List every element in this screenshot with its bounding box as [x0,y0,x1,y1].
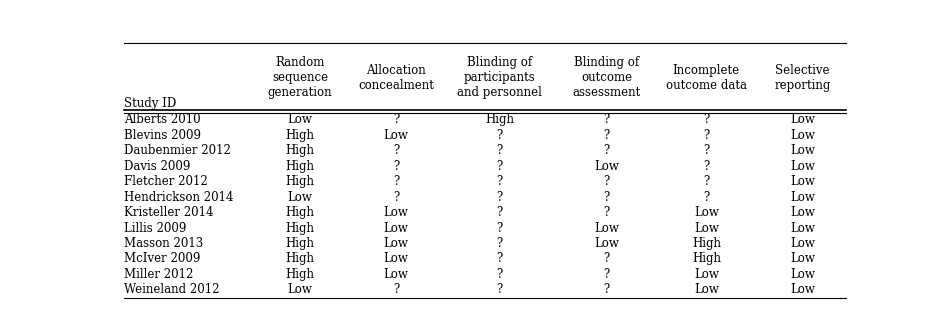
Text: Low: Low [790,237,815,250]
Text: Low: Low [790,206,815,219]
Text: ?: ? [496,221,503,234]
Text: Fletcher 2012: Fletcher 2012 [124,175,208,188]
Text: Low: Low [790,160,815,173]
Text: Low: Low [790,144,815,157]
Text: Low: Low [790,283,815,296]
Text: ?: ? [604,206,609,219]
Text: Low: Low [790,221,815,234]
Text: Weineland 2012: Weineland 2012 [124,283,220,296]
Text: High: High [285,206,314,219]
Text: Low: Low [287,113,313,126]
Text: Low: Low [790,113,815,126]
Text: High: High [692,237,721,250]
Text: ?: ? [703,175,709,188]
Text: Low: Low [384,129,409,142]
Text: ?: ? [703,129,709,142]
Text: Blevins 2009: Blevins 2009 [124,129,201,142]
Text: ?: ? [496,144,503,157]
Text: ?: ? [604,144,609,157]
Text: Random
sequence
generation: Random sequence generation [268,56,332,99]
Text: Masson 2013: Masson 2013 [124,237,203,250]
Text: High: High [285,252,314,265]
Text: Selective
reporting: Selective reporting [774,63,830,92]
Text: ?: ? [393,113,400,126]
Text: Davis 2009: Davis 2009 [124,160,191,173]
Text: ?: ? [604,129,609,142]
Text: Miller 2012: Miller 2012 [124,268,194,281]
Text: ?: ? [496,283,503,296]
Text: Alberts 2010: Alberts 2010 [124,113,201,126]
Text: ?: ? [604,252,609,265]
Text: High: High [692,252,721,265]
Text: Low: Low [594,237,619,250]
Text: Low: Low [594,160,619,173]
Text: ?: ? [496,268,503,281]
Text: ?: ? [604,175,609,188]
Text: ?: ? [604,283,609,296]
Text: High: High [285,144,314,157]
Text: ?: ? [496,190,503,204]
Text: Low: Low [594,221,619,234]
Text: ?: ? [604,268,609,281]
Text: Low: Low [287,283,313,296]
Text: High: High [285,160,314,173]
Text: ?: ? [604,190,609,204]
Text: McIver 2009: McIver 2009 [124,252,200,265]
Text: ?: ? [393,160,400,173]
Text: Low: Low [694,283,719,296]
Text: ?: ? [393,190,400,204]
Text: Low: Low [384,221,409,234]
Text: ?: ? [496,252,503,265]
Text: ?: ? [393,144,400,157]
Text: ?: ? [703,144,709,157]
Text: High: High [285,268,314,281]
Text: Low: Low [790,129,815,142]
Text: Blinding of
participants
and personnel: Blinding of participants and personnel [457,56,542,99]
Text: Low: Low [384,237,409,250]
Text: High: High [285,129,314,142]
Text: ?: ? [393,175,400,188]
Text: Low: Low [694,221,719,234]
Text: Kristeller 2014: Kristeller 2014 [124,206,213,219]
Text: ?: ? [393,283,400,296]
Text: Low: Low [790,268,815,281]
Text: Low: Low [790,175,815,188]
Text: High: High [285,237,314,250]
Text: Low: Low [694,268,719,281]
Text: ?: ? [604,113,609,126]
Text: ?: ? [496,175,503,188]
Text: Low: Low [384,206,409,219]
Text: Low: Low [790,252,815,265]
Text: Low: Low [790,190,815,204]
Text: Low: Low [694,206,719,219]
Text: High: High [285,221,314,234]
Text: Low: Low [287,190,313,204]
Text: Hendrickson 2014: Hendrickson 2014 [124,190,234,204]
Text: Low: Low [384,268,409,281]
Text: High: High [485,113,514,126]
Text: Blinding of
outcome
assessment: Blinding of outcome assessment [573,56,641,99]
Text: Low: Low [384,252,409,265]
Text: Daubenmier 2012: Daubenmier 2012 [124,144,231,157]
Text: ?: ? [496,129,503,142]
Text: ?: ? [496,160,503,173]
Text: ?: ? [703,160,709,173]
Text: ?: ? [703,190,709,204]
Text: Study ID: Study ID [124,97,177,109]
Text: ?: ? [703,113,709,126]
Text: Allocation
concealment: Allocation concealment [358,63,434,92]
Text: Incomplete
outcome data: Incomplete outcome data [665,63,747,92]
Text: ?: ? [496,206,503,219]
Text: Lillis 2009: Lillis 2009 [124,221,186,234]
Text: High: High [285,175,314,188]
Text: ?: ? [496,237,503,250]
